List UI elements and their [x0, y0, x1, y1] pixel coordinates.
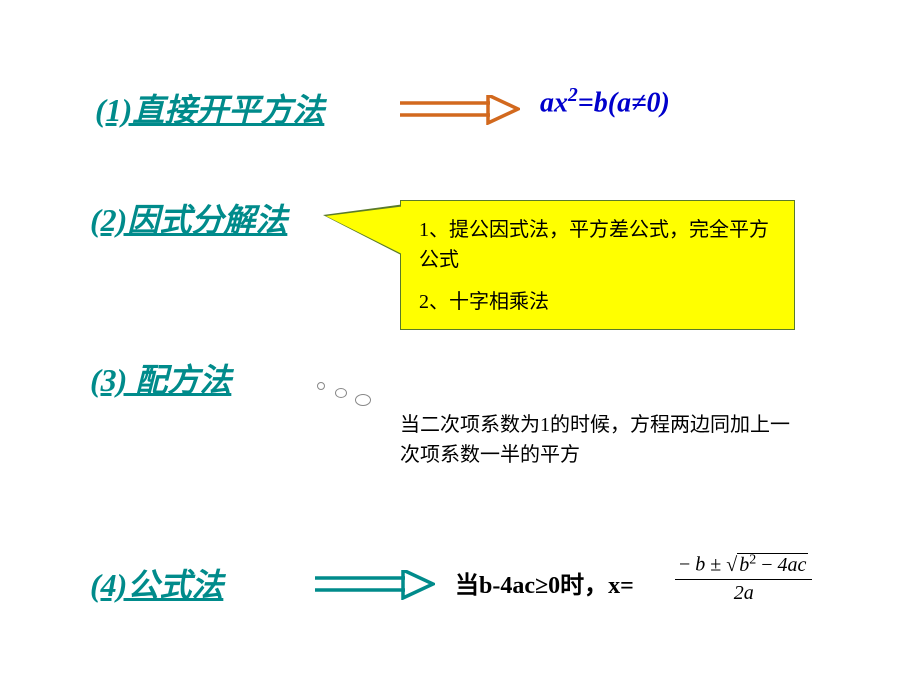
formula-denominator: 2a — [675, 580, 812, 605]
callout-line1: 1、提公因式法，平方差公式，完全平方公式 — [419, 215, 776, 275]
quadratic-formula: − b ± b2 − 4ac 2a — [675, 552, 812, 605]
sqrt-symbol: b2 − 4ac — [726, 552, 808, 577]
formula-4-condition: 当b-4ac≥0时，x= — [455, 565, 634, 600]
method-2-title: (2)因式分解法 — [90, 195, 287, 241]
method-4-title: (4)公式法 — [90, 560, 223, 606]
method-1-title: (1)直接开平方法 — [95, 85, 324, 131]
formula-1-pre: ax — [540, 87, 568, 118]
formula-1-exp: 2 — [568, 85, 578, 106]
callout-line2: 2、十字相乘法 — [419, 287, 776, 317]
arrow-1 — [400, 95, 520, 125]
arrow-4 — [315, 570, 435, 600]
formula-1-post: =b(a≠0) — [578, 87, 670, 118]
formula-1: ax2=b(a≠0) — [540, 85, 670, 119]
callout-yellow: 1、提公因式法，平方差公式，完全平方公式 2、十字相乘法 — [400, 200, 795, 330]
method-3-note: 当二次项系数为1的时候，方程两边同加上一次项系数一半的平方 — [400, 410, 790, 470]
formula-numerator: − b ± b2 − 4ac — [675, 552, 812, 580]
method-3-title: (3) 配方法 — [90, 355, 231, 401]
